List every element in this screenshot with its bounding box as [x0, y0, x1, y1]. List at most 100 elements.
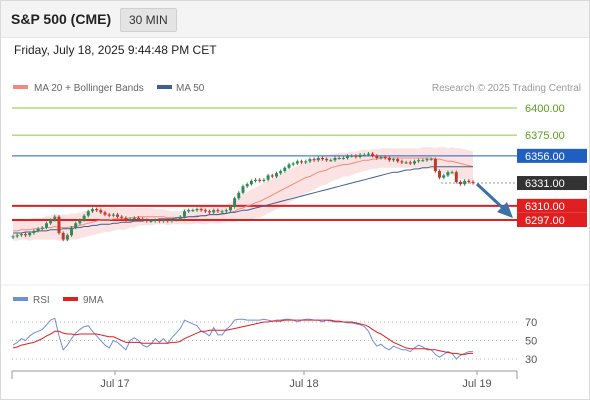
- candle-body: [208, 211, 211, 213]
- candle-body: [224, 210, 228, 212]
- candle-body: [249, 180, 253, 185]
- candle-body: [32, 230, 36, 234]
- candle-body: [417, 160, 421, 162]
- candle-body: [157, 220, 161, 222]
- rsi-legend-label: RSI: [33, 295, 50, 306]
- candle-body: [45, 223, 48, 228]
- candle-body: [346, 155, 349, 158]
- candle-body: [454, 172, 458, 182]
- rsi-legend: RSI 9MA: [13, 295, 104, 306]
- candle-body: [174, 218, 178, 220]
- ma9-legend-label: 9MA: [83, 295, 104, 306]
- candle-body: [53, 216, 57, 220]
- candle-body: [308, 159, 312, 162]
- candle-body: [383, 156, 387, 158]
- candle-body: [128, 218, 132, 220]
- candle-body: [61, 233, 65, 240]
- candle-body: [442, 175, 446, 178]
- rsi-tick-label: 50: [525, 336, 537, 348]
- support-label: 6297.00: [525, 215, 565, 227]
- candle-body: [300, 161, 303, 163]
- candle-body: [283, 167, 287, 172]
- candle-body: [375, 155, 379, 158]
- candle-body: [132, 217, 136, 219]
- candle-body: [216, 210, 220, 212]
- candle-body: [191, 210, 195, 212]
- rsi-ma-line: [12, 319, 473, 355]
- candle-body: [162, 220, 165, 222]
- candle-body: [153, 220, 157, 222]
- candle-body: [111, 214, 115, 216]
- candle-body: [103, 212, 107, 215]
- chart-header: S&P 500 (CME) 30 MIN: [1, 1, 589, 38]
- candle-body: [233, 198, 237, 207]
- candle-body: [463, 180, 467, 185]
- candle-body: [279, 171, 283, 174]
- pivot-label: 6356.00: [525, 151, 565, 163]
- time-axis-label: Jul 18: [289, 378, 318, 390]
- ma50-legend-label: MA 50: [176, 83, 205, 94]
- support-label: 6310.00: [525, 201, 565, 213]
- ma20-line: [13, 157, 474, 232]
- level-labels: 6400.00 6375.00 6356.00 6331.00 6310.00 6297.…: [517, 103, 587, 227]
- resistance-label: 6375.00: [525, 130, 565, 142]
- candle-body: [170, 220, 174, 222]
- candle-body: [295, 161, 299, 164]
- rsi-tick-label: 70: [525, 317, 537, 329]
- candle-body: [137, 217, 140, 219]
- instrument-title: S&P 500 (CME): [11, 11, 112, 27]
- candle-body: [275, 173, 278, 177]
- candles: [11, 152, 475, 242]
- bollinger-band: [13, 147, 473, 241]
- candle-body: [212, 210, 216, 213]
- candle-body: [413, 161, 416, 164]
- pivot-label-bg: [517, 148, 587, 163]
- candle-body: [387, 158, 391, 161]
- candle-body: [91, 209, 94, 212]
- timeframe-button[interactable]: 30 MIN: [120, 8, 177, 32]
- ma50-legend-swatch: [157, 85, 172, 89]
- last-price-label-bg: [517, 176, 587, 191]
- candle-body: [40, 227, 44, 229]
- candle-body: [450, 172, 454, 174]
- candle-body: [19, 234, 23, 236]
- candle-body: [145, 220, 149, 222]
- ma50-line: [13, 166, 473, 234]
- rsi-tick-label: 30: [525, 354, 537, 366]
- candle-body: [367, 153, 370, 155]
- candle-body: [358, 154, 362, 157]
- candle-body: [258, 179, 262, 181]
- candle-body: [65, 235, 69, 240]
- candle-body: [183, 211, 186, 217]
- candle-body: [49, 220, 53, 224]
- candle-body: [36, 228, 40, 231]
- candle-body: [362, 154, 366, 156]
- support-label-bg: [517, 213, 587, 227]
- candle-body: [74, 223, 78, 228]
- candle-body: [199, 209, 203, 211]
- candle-body: [220, 211, 224, 213]
- candle-body: [149, 221, 153, 223]
- candle-body: [371, 153, 375, 156]
- candle-body: [392, 159, 395, 161]
- candle-body: [321, 158, 324, 160]
- candle-body: [15, 235, 19, 237]
- candle-body: [341, 158, 345, 159]
- bollinger-band-area: [13, 147, 473, 241]
- candle-body: [400, 161, 404, 163]
- candle-body: [116, 214, 119, 217]
- candle-body: [141, 218, 145, 220]
- candle-body: [70, 227, 73, 236]
- candle-body: [350, 155, 354, 157]
- candle-body: [245, 184, 249, 187]
- candle-body: [467, 180, 471, 182]
- candle-body: [421, 160, 425, 162]
- candle-body: [404, 162, 408, 164]
- candle-body: [99, 210, 103, 213]
- candle-body: [237, 192, 241, 199]
- ma9-legend-swatch: [63, 297, 78, 301]
- candle-body: [408, 162, 412, 164]
- candle-body: [333, 158, 337, 161]
- candle-body: [287, 164, 291, 168]
